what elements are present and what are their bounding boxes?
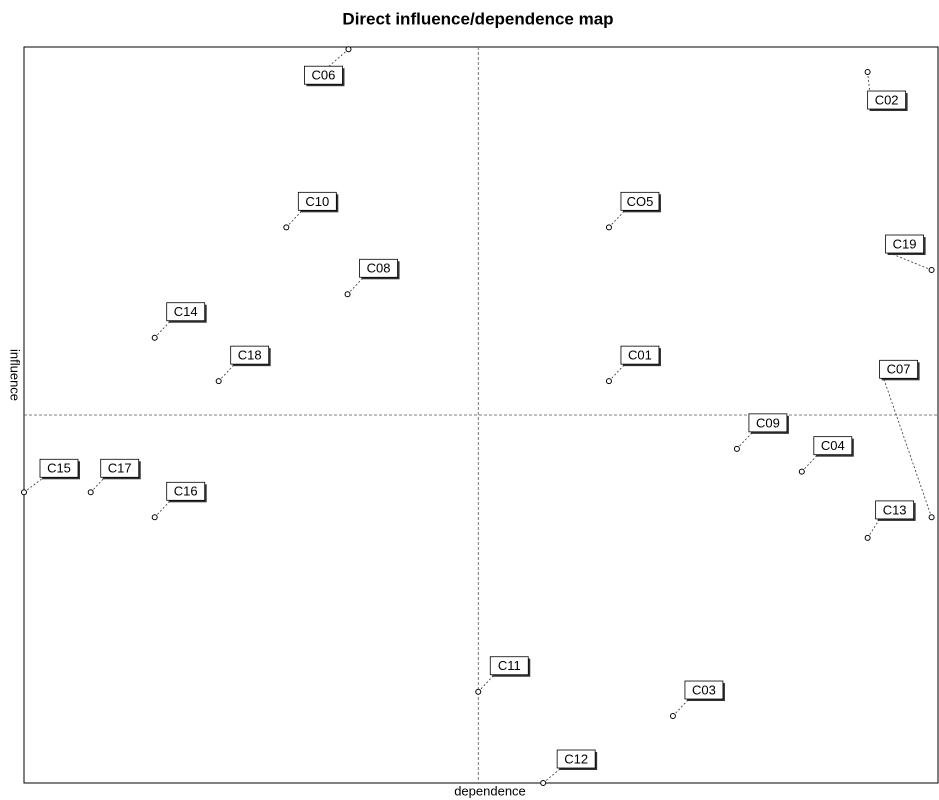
chart-title: Direct influence/dependence map xyxy=(342,9,613,28)
leader-line xyxy=(889,252,932,271)
label-box xyxy=(166,481,206,501)
leader-line xyxy=(90,477,106,493)
label-box xyxy=(489,656,529,676)
point xyxy=(87,489,94,496)
leader-line xyxy=(154,500,171,518)
point xyxy=(605,224,612,231)
point-label: C04 xyxy=(821,438,845,453)
label-box xyxy=(166,302,206,322)
leader-line xyxy=(477,674,495,693)
point-label: C17 xyxy=(108,461,132,476)
label-box xyxy=(620,191,660,211)
point-label: C02 xyxy=(875,92,899,107)
point-label: C09 xyxy=(756,415,780,430)
point xyxy=(540,780,547,786)
leader-line xyxy=(672,698,690,717)
leader-line xyxy=(23,476,45,493)
label-box xyxy=(297,191,337,211)
point-label: C13 xyxy=(883,502,907,517)
point xyxy=(864,69,871,76)
point xyxy=(151,514,158,521)
point xyxy=(605,378,612,385)
label-box xyxy=(304,65,343,85)
leader-line xyxy=(154,320,171,338)
point-label: C18 xyxy=(238,348,262,363)
label-box xyxy=(885,234,925,254)
label-box xyxy=(875,500,915,520)
label-box xyxy=(813,436,853,456)
label-box xyxy=(39,458,79,478)
label-box xyxy=(620,345,660,365)
label-box xyxy=(684,680,724,700)
point-label: C03 xyxy=(692,682,716,697)
leader-line xyxy=(347,277,364,295)
point-label: C11 xyxy=(498,658,521,673)
point xyxy=(475,688,482,695)
point-label: C10 xyxy=(305,194,329,209)
point xyxy=(733,445,740,452)
leader-line xyxy=(542,767,562,784)
point-label: C12 xyxy=(564,751,588,766)
x-axis-label: dependence xyxy=(454,783,526,798)
point-label: C01 xyxy=(628,348,652,363)
point xyxy=(864,534,871,541)
point xyxy=(669,713,676,720)
point xyxy=(21,489,27,496)
leader-line xyxy=(608,363,626,382)
y-axis-label: influence xyxy=(8,349,23,401)
leader-line xyxy=(218,363,235,382)
point-label: C08 xyxy=(367,261,391,276)
point-label: C19 xyxy=(893,236,917,251)
label-box xyxy=(359,258,398,278)
leader-line xyxy=(867,518,880,539)
point xyxy=(344,291,351,298)
label-box xyxy=(556,749,596,769)
point xyxy=(798,468,805,475)
leader-line xyxy=(286,210,303,228)
point xyxy=(151,334,158,341)
label-box xyxy=(748,413,788,433)
label-box xyxy=(100,458,140,478)
point-label: C15 xyxy=(47,461,71,476)
point xyxy=(928,267,935,274)
point-label: C06 xyxy=(312,68,336,83)
label-box xyxy=(879,359,919,379)
point xyxy=(928,514,935,521)
point-label: C07 xyxy=(887,362,911,377)
point-label: C16 xyxy=(174,484,198,499)
leader-line xyxy=(801,454,819,472)
point xyxy=(215,378,222,385)
point xyxy=(283,224,290,231)
leader-line xyxy=(608,210,626,228)
label-box xyxy=(867,90,907,110)
point-label: C14 xyxy=(174,304,198,319)
leader-line xyxy=(736,431,754,450)
point xyxy=(345,46,352,53)
label-box xyxy=(230,345,270,365)
leader-line xyxy=(883,378,932,518)
point-label: CO5 xyxy=(627,194,654,209)
